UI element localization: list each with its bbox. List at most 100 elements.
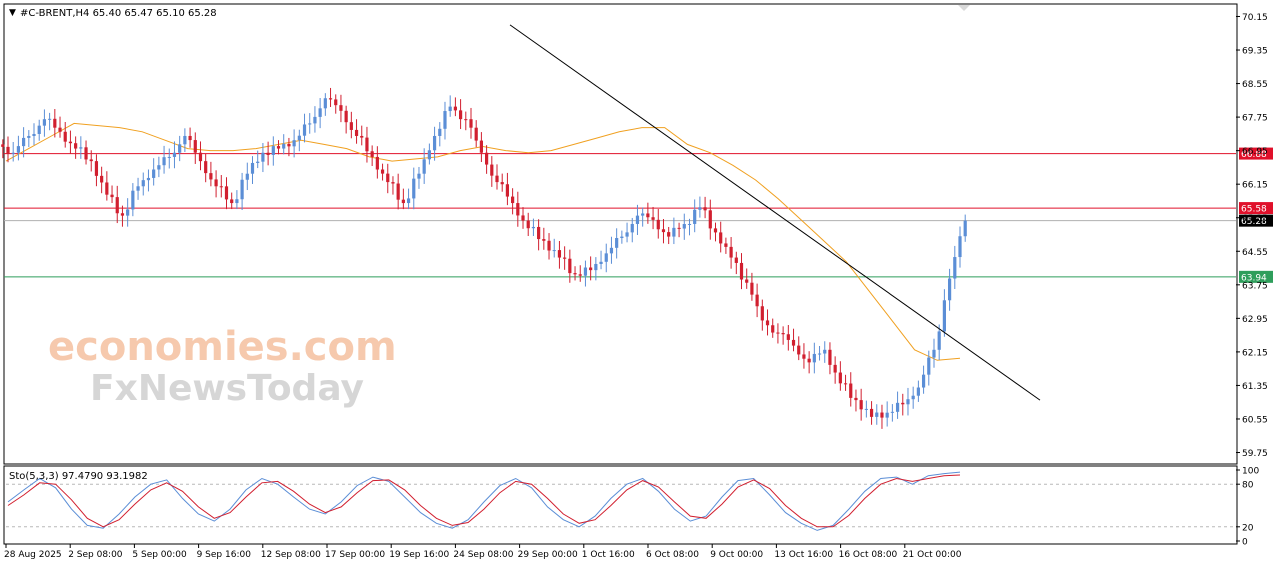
candle-body [209,173,213,180]
candle-body [781,333,785,335]
candle-body [172,152,177,157]
candle-body [380,169,385,174]
candle-body [120,213,125,216]
price-tick-label: 68.55 [1242,80,1268,90]
candle-body [921,374,926,388]
scroll-marker-icon[interactable] [958,5,970,11]
time-tick-label: 5 Sep 00:00 [132,550,187,560]
candle-body [760,306,764,321]
time-tick-label: 21 Oct 00:00 [903,550,962,560]
stochastic-title: Sto(5,3,3) 97.4790 93.1982 [9,471,148,482]
candle-body [219,186,223,188]
candle-body [594,263,598,271]
price-tick-label: 69.35 [1242,47,1268,57]
candle-body [734,257,738,263]
candle-body [578,274,582,276]
candle-body [354,129,359,136]
candle-body [349,122,353,130]
candle-body [292,140,296,147]
level-tag-label: 63.94 [1241,273,1267,283]
stochastic-tick-label: 80 [1242,481,1254,491]
candle-body [344,110,348,123]
candle-body [661,229,666,233]
candle-body [406,198,411,204]
candle-body [74,143,78,149]
candle-body [833,364,837,373]
level-tag-label: 65.28 [1241,217,1267,227]
candle-body [146,177,151,181]
candle-body [94,161,99,176]
candle-body [318,108,322,117]
candle-body [370,151,374,157]
candle-body [932,349,936,358]
candle-body [557,250,562,258]
candle-body [110,194,114,198]
candle-body [895,402,900,412]
candle-body [953,257,957,279]
candle-body [32,133,36,136]
candle-body [864,408,868,410]
stochastic-d-line [7,474,961,528]
candle-body [37,125,41,134]
candle-body [256,161,260,163]
candle-body [230,199,234,204]
candle-body [162,157,166,166]
candle-body [245,173,249,180]
level-tag-bg [1239,147,1273,160]
price-tick-label: 59.75 [1242,449,1268,459]
candle-body [157,165,161,170]
candle-body [859,400,863,410]
stochastic-tick-label: 100 [1242,467,1259,477]
candle-body [136,186,140,191]
candle-body [505,184,510,197]
candle-body [365,137,369,152]
time-tick-label: 13 Oct 16:00 [774,550,833,560]
candle-body [11,152,15,154]
candle-body [828,349,832,365]
time-tick-label: 1 Oct 16:00 [582,550,635,560]
candle-body [843,383,848,385]
candle-body [698,207,702,210]
candle-body [604,253,608,262]
candle-body [276,146,281,149]
menu-dropdown-icon[interactable]: ▼ [9,8,16,18]
candle-body [838,372,842,384]
candle-body [401,199,405,204]
candle-body [131,190,135,210]
candle-body [266,152,270,155]
stochastic-tick-label: 20 [1242,523,1254,533]
candle-body [901,402,905,405]
candle-body [438,128,442,136]
level-tag-bg [1239,214,1273,227]
candle-body [854,397,858,401]
candle-body [739,262,744,280]
candle-body [942,300,946,332]
candle-body [745,279,749,283]
candle-body [167,156,171,158]
stochastic-oscillator: 100 80 20 0 [6,467,1259,548]
descending-trendline[interactable] [509,24,1041,401]
candle-body [812,353,816,363]
time-axis: 28 Aug 2025 2 Sep 08:00 5 Sep 00:00 9 Sep 1… [4,544,962,560]
candle-body [287,143,291,147]
candle-body [126,209,130,216]
candle-body [427,150,431,160]
candle-body [448,106,452,112]
candle-body [391,182,395,184]
candle-body [963,220,967,237]
candle-body [432,135,437,151]
candle-body [464,119,468,121]
candle-body [375,156,379,170]
candle-body [599,261,603,264]
candle-body [958,236,962,258]
price-tick-label: 66.95 [1242,147,1268,157]
candle-body [937,331,941,350]
candle-body [152,169,156,178]
candle-body [552,250,556,252]
candle-body [63,131,67,142]
candle-body [214,179,218,187]
watermark-fxnewstoday: FxNewsToday [90,368,364,409]
candle-body [708,210,712,229]
